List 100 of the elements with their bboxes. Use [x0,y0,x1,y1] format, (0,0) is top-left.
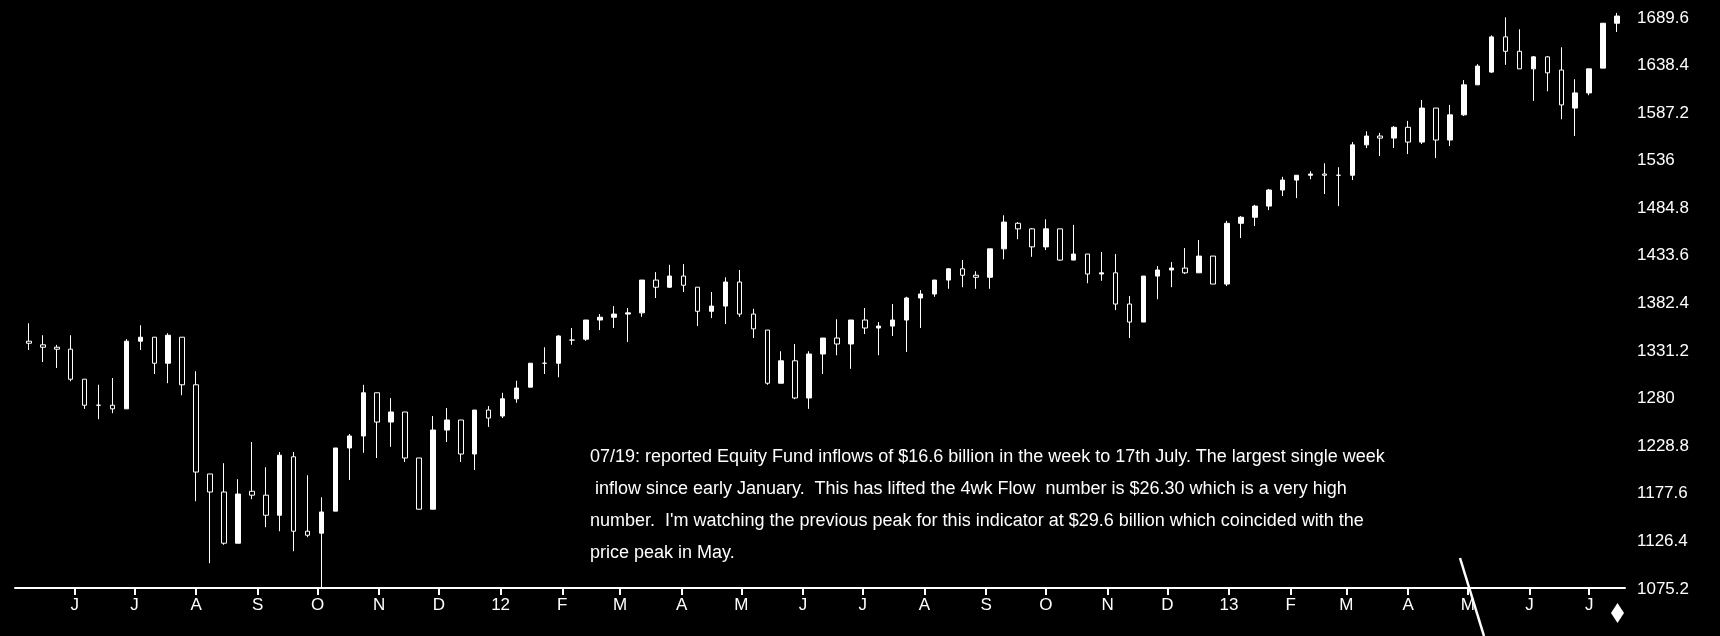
candlestick [416,457,422,510]
candlestick [514,380,519,404]
candlestick [820,337,826,375]
x-tick-label: J [70,595,79,614]
candlestick [1364,130,1369,149]
candlestick [806,350,812,410]
candlestick [695,286,700,327]
y-tick-label: 1484.8 [1637,197,1689,217]
x-tick-label: S [252,595,264,614]
candlestick [946,267,951,290]
candlestick [848,319,854,370]
candlestick [1308,170,1313,180]
candlestick [1503,16,1508,66]
candlestick [1113,253,1118,311]
y-tick-label: 1228.8 [1637,435,1689,455]
x-tick-label: J [1525,595,1534,614]
candlestick [1545,55,1550,92]
candlestick [1517,28,1522,70]
candlestick [639,279,645,318]
x-tick-label: A [918,595,931,614]
candlestick [472,409,477,471]
candlestick [165,332,171,384]
x-tick-label: F [1285,595,1296,614]
candlestick [305,474,310,538]
candlestick [1182,247,1188,275]
candlestick [918,289,923,329]
candlestick [1489,34,1494,74]
candlestick [235,478,241,544]
candlestick [904,296,909,353]
candlestick [1252,204,1258,227]
y-tick-label: 1536 [1637,150,1675,170]
candlestick [82,378,87,410]
candlestick [597,313,603,331]
x-tick-label: A [190,595,203,614]
candlestick [1266,188,1272,211]
candlestick [1210,255,1216,285]
candlestick [792,343,798,400]
candlestick [138,324,143,351]
candlestick [221,462,227,546]
x-tick-label: O [310,595,325,614]
candlestick [1001,214,1007,260]
x-tick-label: J [858,595,868,614]
candlestick [973,270,979,290]
candlestick [765,329,770,386]
candlestick [737,269,742,318]
x-tick-label: 12 [491,595,511,614]
candlestick [890,303,895,337]
candlestick [1475,63,1480,86]
candlestick [500,392,505,419]
x-tick-label: N [373,595,386,614]
y-tick-label: 1075.2 [1637,578,1689,598]
candlestick [291,451,296,552]
candlestick [1461,79,1467,117]
candlestick [1419,99,1425,145]
y-tick-label: 1638.4 [1637,55,1689,75]
x-tick-label: J [1584,595,1594,614]
candlestick [583,319,589,342]
candlestick [542,346,547,375]
candlestick [1559,46,1564,120]
candlestick [1127,295,1132,339]
candlestick [1433,107,1439,159]
candlestick [1586,68,1592,96]
candlestick [653,271,659,299]
candlestick [709,291,714,319]
candlestick [1336,166,1341,207]
candlestick [1155,265,1160,300]
candlestick [388,397,394,448]
candlestick [667,264,672,289]
x-tick-label: J [798,595,808,614]
candlestick [207,473,213,564]
candlestick [1572,78,1578,137]
candlestick [1377,132,1383,157]
candlestick [960,259,965,288]
candlestick [1531,55,1536,102]
candlestick [124,338,129,410]
candlestick [347,433,352,481]
candlestick [556,334,561,378]
candlestick [569,327,575,346]
candlestick [26,322,32,351]
candlestick [1071,224,1076,261]
candlestick [1600,22,1606,69]
candlestick [1099,251,1104,282]
candlestick [1015,221,1021,240]
candlestick [1057,228,1063,262]
candlestick [1322,162,1327,195]
candlestick [862,307,868,335]
x-tick-label: N [1101,595,1114,614]
x-tick-label: J [130,595,139,614]
x-tick-label: F [557,595,568,614]
candlestick [40,334,46,363]
candlestick [179,336,185,396]
candlestick [528,362,533,388]
x-tick-label: A [676,595,689,614]
candlestick [1405,120,1411,155]
candlestick [458,419,464,463]
candlestick [68,334,73,382]
x-tick-label: D [1161,595,1174,614]
candlestick [1141,275,1146,323]
x-tick-label: D [432,595,446,614]
candlestick [723,276,728,325]
